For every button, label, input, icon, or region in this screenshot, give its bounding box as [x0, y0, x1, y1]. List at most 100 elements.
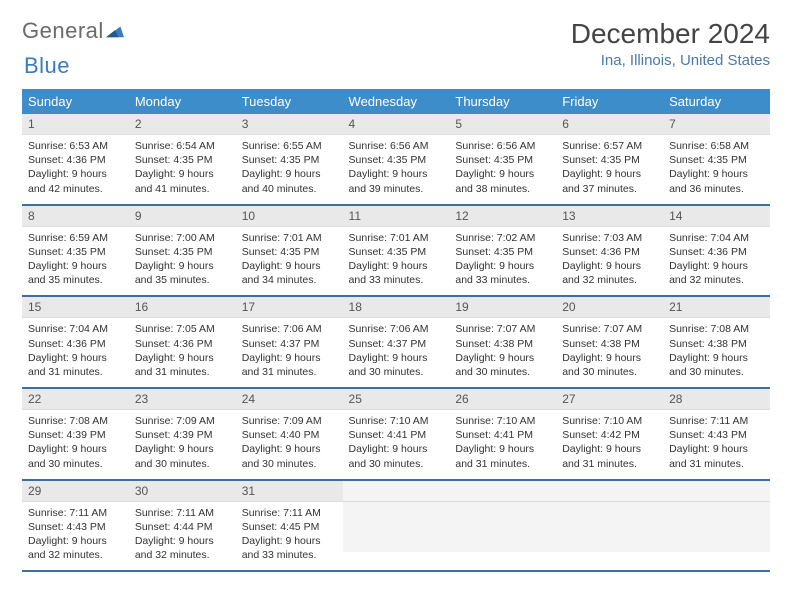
day-detail: Sunrise: 7:04 AMSunset: 4:36 PMDaylight:…: [663, 227, 770, 296]
day-number: 10: [236, 206, 343, 227]
calendar-table: SundayMondayTuesdayWednesdayThursdayFrid…: [22, 89, 770, 572]
day-detail: Sunrise: 6:54 AMSunset: 4:35 PMDaylight:…: [129, 135, 236, 204]
title-block: December 2024 Ina, Illinois, United Stat…: [571, 18, 770, 69]
day-detail: Sunrise: 6:55 AMSunset: 4:35 PMDaylight:…: [236, 135, 343, 204]
day-detail: Sunrise: 7:09 AMSunset: 4:40 PMDaylight:…: [236, 410, 343, 479]
day-detail: Sunrise: 6:57 AMSunset: 4:35 PMDaylight:…: [556, 135, 663, 204]
day-number: 27: [556, 389, 663, 410]
day-detail: Sunrise: 6:56 AMSunset: 4:35 PMDaylight:…: [343, 135, 450, 204]
day-header: Saturday: [663, 89, 770, 114]
day-number: 12: [449, 206, 556, 227]
day-detail: Sunrise: 7:04 AMSunset: 4:36 PMDaylight:…: [22, 318, 129, 387]
calendar-day-cell: 18Sunrise: 7:06 AMSunset: 4:37 PMDayligh…: [343, 296, 450, 388]
calendar-day-cell: 30Sunrise: 7:11 AMSunset: 4:44 PMDayligh…: [129, 480, 236, 572]
calendar-day-cell: 15Sunrise: 7:04 AMSunset: 4:36 PMDayligh…: [22, 296, 129, 388]
day-number: 11: [343, 206, 450, 227]
day-detail: Sunrise: 7:08 AMSunset: 4:38 PMDaylight:…: [663, 318, 770, 387]
day-number: 5: [449, 114, 556, 135]
calendar-day-cell: 11Sunrise: 7:01 AMSunset: 4:35 PMDayligh…: [343, 205, 450, 297]
day-detail: Sunrise: 7:10 AMSunset: 4:41 PMDaylight:…: [449, 410, 556, 479]
day-header-row: SundayMondayTuesdayWednesdayThursdayFrid…: [22, 89, 770, 114]
calendar-day-cell: 4Sunrise: 6:56 AMSunset: 4:35 PMDaylight…: [343, 114, 450, 205]
calendar-day-cell: 22Sunrise: 7:08 AMSunset: 4:39 PMDayligh…: [22, 388, 129, 480]
day-number: 31: [236, 481, 343, 502]
day-detail: Sunrise: 7:08 AMSunset: 4:39 PMDaylight:…: [22, 410, 129, 479]
day-header: Thursday: [449, 89, 556, 114]
calendar-day-cell: 1Sunrise: 6:53 AMSunset: 4:36 PMDaylight…: [22, 114, 129, 205]
logo: General: [22, 18, 124, 44]
day-header: Wednesday: [343, 89, 450, 114]
day-detail: Sunrise: 7:11 AMSunset: 4:44 PMDaylight:…: [129, 502, 236, 571]
day-number: 14: [663, 206, 770, 227]
day-detail: Sunrise: 7:11 AMSunset: 4:43 PMDaylight:…: [663, 410, 770, 479]
calendar-day-cell: 26Sunrise: 7:10 AMSunset: 4:41 PMDayligh…: [449, 388, 556, 480]
day-number: 25: [343, 389, 450, 410]
day-number: 21: [663, 297, 770, 318]
day-number: 6: [556, 114, 663, 135]
calendar-week-row: 29Sunrise: 7:11 AMSunset: 4:43 PMDayligh…: [22, 480, 770, 572]
calendar-day-cell: 17Sunrise: 7:06 AMSunset: 4:37 PMDayligh…: [236, 296, 343, 388]
logo-mark-icon: [106, 24, 124, 38]
day-number: 17: [236, 297, 343, 318]
calendar-week-row: 8Sunrise: 6:59 AMSunset: 4:35 PMDaylight…: [22, 205, 770, 297]
calendar-day-cell: 28Sunrise: 7:11 AMSunset: 4:43 PMDayligh…: [663, 388, 770, 480]
calendar-day-cell: 3Sunrise: 6:55 AMSunset: 4:35 PMDaylight…: [236, 114, 343, 205]
day-number: 19: [449, 297, 556, 318]
calendar-day-cell: 9Sunrise: 7:00 AMSunset: 4:35 PMDaylight…: [129, 205, 236, 297]
day-detail: Sunrise: 7:05 AMSunset: 4:36 PMDaylight:…: [129, 318, 236, 387]
day-detail: Sunrise: 7:10 AMSunset: 4:41 PMDaylight:…: [343, 410, 450, 479]
month-title: December 2024: [571, 18, 770, 50]
calendar-day-cell: 21Sunrise: 7:08 AMSunset: 4:38 PMDayligh…: [663, 296, 770, 388]
day-number: 9: [129, 206, 236, 227]
day-detail: Sunrise: 7:03 AMSunset: 4:36 PMDaylight:…: [556, 227, 663, 296]
day-detail: Sunrise: 7:11 AMSunset: 4:45 PMDaylight:…: [236, 502, 343, 571]
day-header: Sunday: [22, 89, 129, 114]
day-header: Friday: [556, 89, 663, 114]
calendar-week-row: 22Sunrise: 7:08 AMSunset: 4:39 PMDayligh…: [22, 388, 770, 480]
calendar-week-row: 15Sunrise: 7:04 AMSunset: 4:36 PMDayligh…: [22, 296, 770, 388]
calendar-day-cell: [343, 480, 450, 572]
calendar-day-cell: 29Sunrise: 7:11 AMSunset: 4:43 PMDayligh…: [22, 480, 129, 572]
day-number: 20: [556, 297, 663, 318]
calendar-day-cell: 12Sunrise: 7:02 AMSunset: 4:35 PMDayligh…: [449, 205, 556, 297]
calendar-day-cell: 27Sunrise: 7:10 AMSunset: 4:42 PMDayligh…: [556, 388, 663, 480]
day-detail: Sunrise: 7:11 AMSunset: 4:43 PMDaylight:…: [22, 502, 129, 571]
day-number: 13: [556, 206, 663, 227]
day-detail: Sunrise: 7:07 AMSunset: 4:38 PMDaylight:…: [556, 318, 663, 387]
calendar-day-cell: 13Sunrise: 7:03 AMSunset: 4:36 PMDayligh…: [556, 205, 663, 297]
location-text: Ina, Illinois, United States: [571, 52, 770, 69]
day-detail: Sunrise: 6:53 AMSunset: 4:36 PMDaylight:…: [22, 135, 129, 204]
calendar-day-cell: 5Sunrise: 6:56 AMSunset: 4:35 PMDaylight…: [449, 114, 556, 205]
day-number: 7: [663, 114, 770, 135]
calendar-day-cell: 24Sunrise: 7:09 AMSunset: 4:40 PMDayligh…: [236, 388, 343, 480]
calendar-day-cell: 6Sunrise: 6:57 AMSunset: 4:35 PMDaylight…: [556, 114, 663, 205]
day-number: 1: [22, 114, 129, 135]
calendar-day-cell: 25Sunrise: 7:10 AMSunset: 4:41 PMDayligh…: [343, 388, 450, 480]
day-header: Monday: [129, 89, 236, 114]
day-number: 26: [449, 389, 556, 410]
calendar-day-cell: 8Sunrise: 6:59 AMSunset: 4:35 PMDaylight…: [22, 205, 129, 297]
day-detail: Sunrise: 7:06 AMSunset: 4:37 PMDaylight:…: [236, 318, 343, 387]
day-number: 24: [236, 389, 343, 410]
calendar-day-cell: 23Sunrise: 7:09 AMSunset: 4:39 PMDayligh…: [129, 388, 236, 480]
day-detail: Sunrise: 7:00 AMSunset: 4:35 PMDaylight:…: [129, 227, 236, 296]
day-detail: Sunrise: 7:06 AMSunset: 4:37 PMDaylight:…: [343, 318, 450, 387]
calendar-day-cell: 31Sunrise: 7:11 AMSunset: 4:45 PMDayligh…: [236, 480, 343, 572]
day-number: 22: [22, 389, 129, 410]
day-detail: Sunrise: 6:56 AMSunset: 4:35 PMDaylight:…: [449, 135, 556, 204]
day-number: 16: [129, 297, 236, 318]
day-number: 3: [236, 114, 343, 135]
day-number: 15: [22, 297, 129, 318]
calendar-week-row: 1Sunrise: 6:53 AMSunset: 4:36 PMDaylight…: [22, 114, 770, 205]
day-detail: Sunrise: 7:10 AMSunset: 4:42 PMDaylight:…: [556, 410, 663, 479]
day-number: 30: [129, 481, 236, 502]
day-number: 8: [22, 206, 129, 227]
calendar-day-cell: 16Sunrise: 7:05 AMSunset: 4:36 PMDayligh…: [129, 296, 236, 388]
day-number: 23: [129, 389, 236, 410]
calendar-day-cell: 20Sunrise: 7:07 AMSunset: 4:38 PMDayligh…: [556, 296, 663, 388]
calendar-body: 1Sunrise: 6:53 AMSunset: 4:36 PMDaylight…: [22, 114, 770, 571]
calendar-day-cell: 10Sunrise: 7:01 AMSunset: 4:35 PMDayligh…: [236, 205, 343, 297]
day-detail: Sunrise: 6:59 AMSunset: 4:35 PMDaylight:…: [22, 227, 129, 296]
day-detail: Sunrise: 6:58 AMSunset: 4:35 PMDaylight:…: [663, 135, 770, 204]
calendar-day-cell: [556, 480, 663, 572]
